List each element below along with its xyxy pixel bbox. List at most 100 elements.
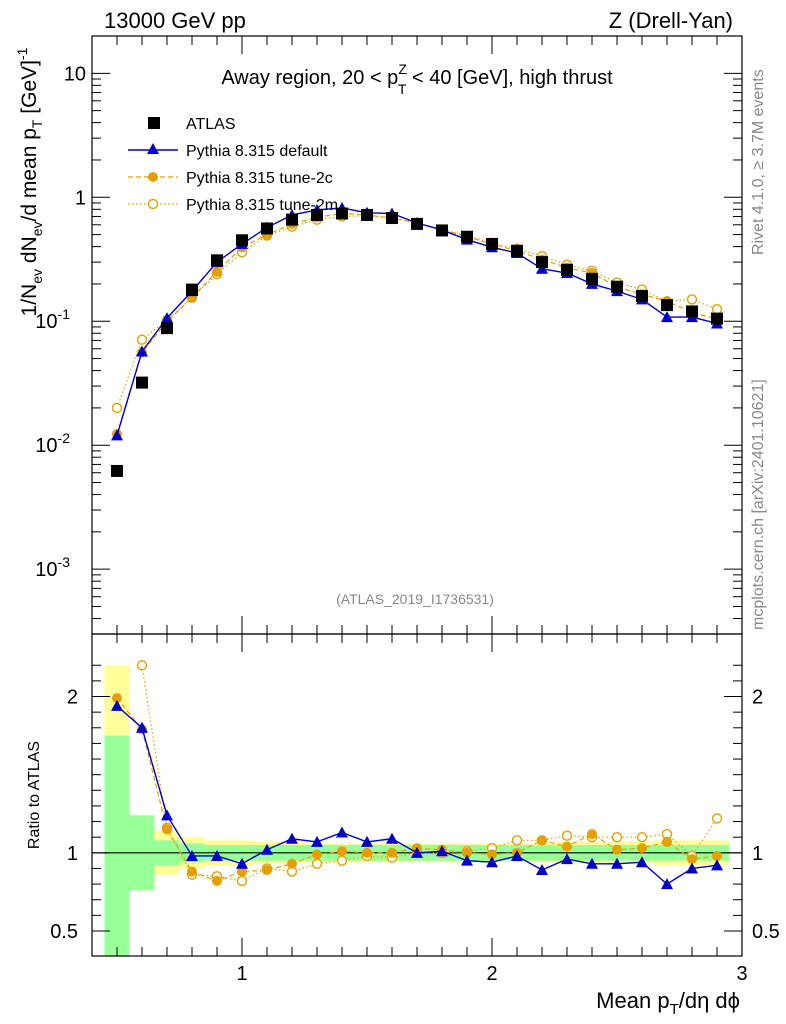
ratio-tune2c-point (562, 841, 572, 852)
ratio-y-tick-label-left: 0.5 (50, 921, 78, 943)
x-tick-label: 1 (236, 963, 247, 985)
ratio-default-point (336, 826, 348, 838)
ratio-bands-layer (92, 665, 742, 956)
main-atlas-point (436, 224, 448, 237)
header-left-label: 13000 GeV pp (104, 8, 246, 33)
ratio-tune2c-point (687, 854, 697, 865)
ratio-y-tick-label-right: 1 (752, 843, 763, 865)
main-default-point (136, 345, 148, 357)
legend-tune2m-label: Pythia 8.315 tune-2m (186, 197, 338, 214)
ratio-tune2m-point (136, 660, 148, 671)
main-default-point (161, 312, 173, 324)
main-default-point (536, 262, 548, 274)
ratio-default-point (311, 835, 323, 847)
main-atlas-point (486, 237, 498, 250)
main-atlas-point (136, 376, 148, 389)
title-post: < 40 [GeV], high thrust (406, 67, 613, 89)
ratio-tune2c-point (587, 829, 597, 840)
ratio-default-point (511, 849, 523, 861)
analysis-label: (ATLAS_2019_I1736531) (336, 591, 494, 607)
rivet-version-label: Rivet 4.1.0, ≥ 3.7M events (750, 69, 767, 255)
ratio-default-point (411, 846, 423, 858)
main-atlas-point (161, 322, 173, 335)
title-sub: T (398, 81, 407, 97)
main-atlas-point (461, 230, 473, 243)
ratio-tune2m-line (141, 665, 718, 882)
ratio-panel-frame (91, 633, 743, 957)
main-tune2c-line (116, 212, 718, 435)
ratio-default-point (486, 856, 498, 868)
ratio-tune2c-point (637, 843, 647, 854)
main-atlas-point (286, 213, 298, 226)
main-atlas-point (111, 464, 123, 477)
main-atlas-point (611, 280, 623, 293)
main-tune2m-point (136, 334, 148, 345)
ratio-default-point (186, 849, 198, 861)
ratio-default-point (461, 854, 473, 866)
ratio-tune2c-point (387, 847, 397, 858)
main-atlas-point (536, 256, 548, 269)
main-data-layer (111, 201, 723, 477)
ratio-tune2c-point (162, 824, 172, 835)
ratio-default-point (711, 859, 723, 871)
ratio-tune2c-point (337, 846, 347, 857)
main-tune2m-point (111, 402, 123, 414)
ratio-tune2c-point (112, 693, 122, 704)
main-atlas-point (686, 305, 698, 318)
ratio-tune2c-point (237, 866, 247, 877)
title-pre: Away region, 20 < p (221, 67, 398, 89)
ratio-tune2m-point (336, 855, 348, 866)
header-right-label: Z (Drell-Yan) (609, 8, 733, 33)
main-atlas-point (211, 254, 223, 267)
legend-atlas-label: ATLAS (186, 116, 236, 133)
main-atlas-point (711, 312, 723, 325)
ratio-tune2c-point (487, 849, 497, 860)
legend-default-label: Pythia 8.315 default (186, 143, 328, 160)
main-y-axis-label: 1/Nev dNev/d mean pT [GeV]-1 (14, 47, 45, 316)
ratio-stat-band (104, 735, 130, 956)
ratio-default-point (161, 809, 173, 821)
ratio-tune2m-point (711, 813, 723, 824)
ratio-y-tick-label-right: 2 (752, 687, 763, 709)
chart-title: Away region, 20 < pZ T < 40 [GeV], high t… (221, 61, 613, 97)
x-axis-label: Mean pT/dη dϕ (596, 988, 740, 1018)
legend: ATLAS Pythia 8.315 default Pythia 8.315 … (128, 116, 338, 214)
ratio-default-point (111, 699, 123, 711)
ratio-y-tick-label-left: 1 (67, 843, 78, 865)
ratio-default-point (661, 878, 673, 890)
main-atlas-point (261, 222, 273, 235)
main-tune2c-point (212, 266, 222, 277)
main-y-tick-label: 10-1 (35, 306, 70, 333)
ratio-tune2m-point (236, 875, 248, 887)
ratio-tune2c-point (612, 844, 622, 855)
legend-atlas-marker (148, 117, 160, 129)
main-atlas-point (636, 289, 648, 302)
ratio-tune2c-point (262, 865, 272, 876)
main-atlas-point (411, 217, 423, 230)
ratio-default-point (586, 857, 598, 869)
x-tick-label: 3 (736, 963, 747, 985)
mcplots-label: mcplots.cern.ch [arXiv:2401.10621] (750, 379, 767, 630)
legend-tune2c-marker (148, 172, 158, 182)
legend-tune2m-marker (147, 198, 159, 210)
main-atlas-point (186, 283, 198, 296)
main-tune2m-line (116, 215, 718, 409)
ratio-tune2m-point (311, 858, 323, 869)
main-atlas-point (661, 299, 673, 312)
ratio-default-point (361, 835, 373, 847)
ratio-default-point (261, 843, 273, 855)
ratio-tune2c-point (712, 850, 722, 861)
ratio-tune2c-point (187, 866, 197, 877)
main-default-line (116, 207, 718, 436)
ratio-tune2m-point (636, 832, 648, 843)
legend-tune2c-label: Pythia 8.315 tune-2c (186, 170, 333, 187)
title-sup: Z (398, 61, 407, 77)
main-atlas-point (586, 272, 598, 285)
ratio-tune2c-point (212, 875, 222, 886)
ratio-default-point (436, 845, 448, 857)
ratio-tune2c-point (312, 849, 322, 860)
ratio-tune2m-point (561, 830, 573, 841)
ratio-axes: 2 2 1 1 0.5 0.5 1 2 3 (50, 634, 780, 985)
ratio-default-point (636, 856, 648, 868)
